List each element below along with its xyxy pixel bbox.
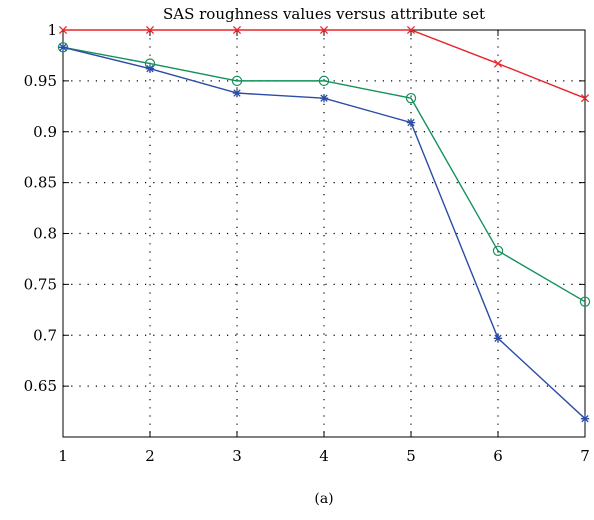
x-tick-label: 2 (145, 447, 155, 465)
axis-ticks (62, 29, 586, 437)
grid (63, 30, 585, 437)
data-point (57, 42, 69, 53)
y-tick-label: 0.85 (24, 174, 57, 192)
y-tick-label: 1 (47, 21, 57, 39)
x-tick-label: 4 (319, 447, 329, 465)
series-line (62, 46, 586, 303)
data-point (580, 414, 590, 423)
y-tick-label: 0.9 (33, 123, 57, 141)
data-point (231, 75, 243, 87)
data-point (232, 25, 242, 35)
y-tick-label: 0.75 (24, 275, 57, 293)
x-tick-label: 7 (580, 447, 590, 465)
data-point (319, 93, 329, 103)
data-point (405, 92, 417, 104)
data-point (145, 25, 155, 35)
data-point (406, 118, 416, 127)
y-axis-tick-labels: 0.65 0.7 0.75 0.8 0.85 0.9 0.95 1 (24, 21, 57, 395)
y-tick-label: 0.95 (24, 72, 57, 90)
data-point (406, 25, 416, 35)
x-axis-tick-labels: 1 2 3 4 5 6 7 (58, 447, 590, 465)
data-point (145, 64, 155, 73)
series-3 (58, 43, 590, 423)
data-point (319, 25, 329, 35)
y-tick-label: 0.8 (33, 225, 57, 243)
series-2 (57, 42, 591, 307)
data-point (579, 296, 591, 307)
data-point (318, 75, 330, 87)
data-point (580, 94, 590, 103)
chart-title: SAS roughness values versus attribute se… (163, 5, 485, 23)
x-tick-label: 3 (232, 447, 242, 465)
x-tick-label: 5 (406, 447, 416, 465)
x-tick-label: 1 (58, 447, 68, 465)
figure-caption: (a) (314, 491, 333, 507)
data-point (492, 245, 504, 256)
series-1 (58, 25, 590, 103)
y-tick-label: 0.7 (33, 326, 57, 344)
data-point (493, 59, 503, 68)
data-point (493, 334, 503, 343)
data-point (58, 25, 68, 35)
y-tick-label: 0.65 (24, 377, 57, 395)
series-layer (57, 25, 591, 423)
data-point (58, 43, 68, 52)
data-point (232, 88, 242, 98)
x-tick-label: 6 (493, 447, 503, 465)
